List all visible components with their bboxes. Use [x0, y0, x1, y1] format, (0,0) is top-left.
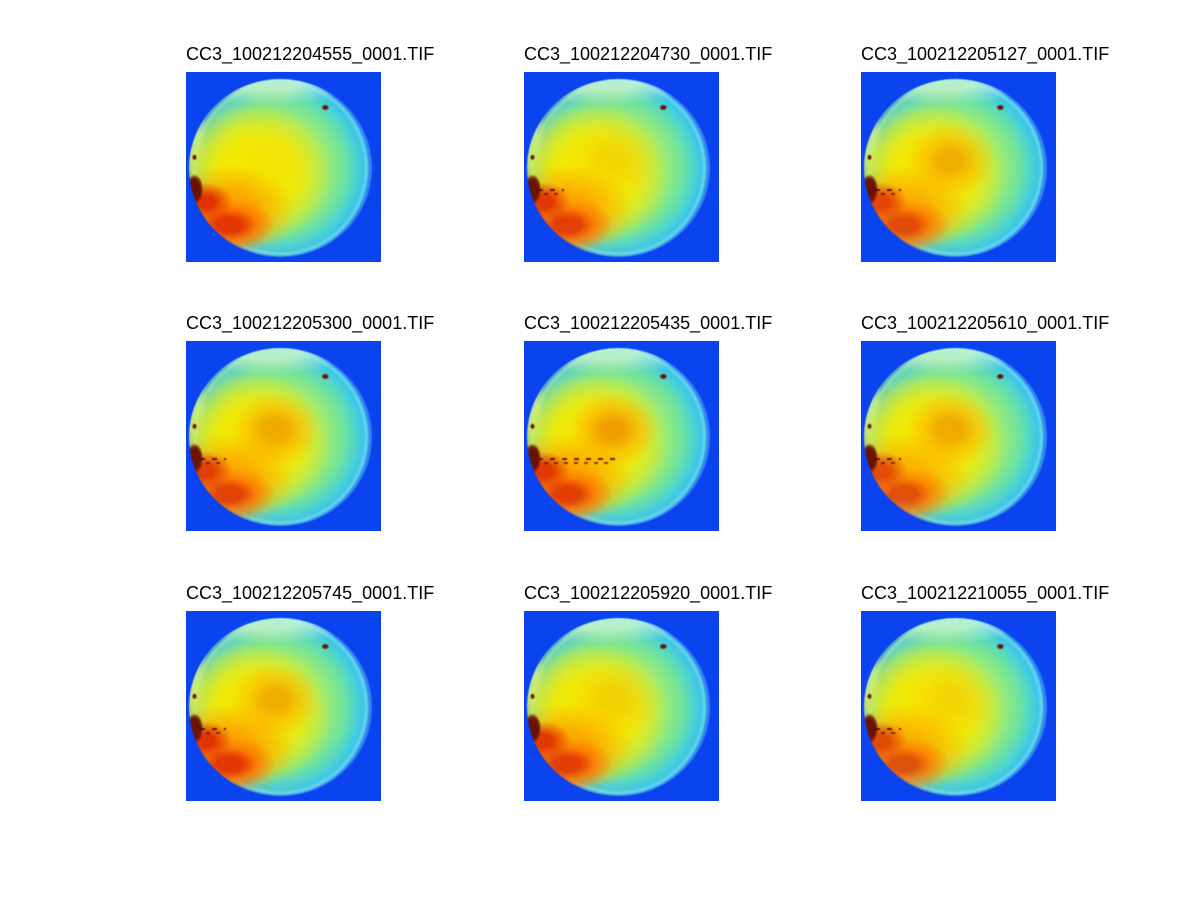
subplot-1-heatmap-image [186, 72, 381, 262]
streak-artifacts [874, 726, 901, 735]
subplot-6: CC3_100212205610_0001.TIF [861, 313, 1110, 531]
subplot-8-heatmap-image [524, 611, 719, 801]
streak-artifacts [199, 726, 226, 735]
dish-disc [188, 347, 373, 527]
subplot-5-heatmap-image [524, 341, 719, 531]
subplot-8-title: CC3_100212205920_0001.TIF [524, 583, 773, 603]
dish-disc [526, 617, 711, 797]
subplot-7-heatmap-image [186, 611, 381, 801]
subplot-1: CC3_100212204555_0001.TIF [186, 44, 435, 262]
streak-artifacts [537, 187, 564, 196]
subplot-7: CC3_100212205745_0001.TIF [186, 583, 435, 801]
subplot-5-title: CC3_100212205435_0001.TIF [524, 313, 773, 333]
subplot-4-heatmap-image [186, 341, 381, 531]
subplot-8: CC3_100212205920_0001.TIF [524, 583, 773, 801]
subplot-4: CC3_100212205300_0001.TIF [186, 313, 435, 531]
subplot-3-title: CC3_100212205127_0001.TIF [861, 44, 1110, 64]
subplot-3-heatmap-image [861, 72, 1056, 262]
subplot-9-title: CC3_100212210055_0001.TIF [861, 583, 1110, 603]
subplot-2-title: CC3_100212204730_0001.TIF [524, 44, 773, 64]
dish-disc [863, 347, 1048, 527]
dish-disc [526, 78, 711, 258]
subplot-2: CC3_100212204730_0001.TIF [524, 44, 773, 262]
streak-artifacts [537, 456, 619, 465]
dish-disc [863, 78, 1048, 258]
subplot-5: CC3_100212205435_0001.TIF [524, 313, 773, 531]
subplot-9: CC3_100212210055_0001.TIF [861, 583, 1110, 801]
subplot-7-title: CC3_100212205745_0001.TIF [186, 583, 435, 603]
streak-artifacts [874, 187, 901, 196]
subplot-4-title: CC3_100212205300_0001.TIF [186, 313, 435, 333]
dish-disc [863, 617, 1048, 797]
streak-artifacts [874, 456, 901, 465]
subplot-6-title: CC3_100212205610_0001.TIF [861, 313, 1110, 333]
dish-disc [188, 78, 373, 258]
dish-disc [188, 617, 373, 797]
subplot-2-heatmap-image [524, 72, 719, 262]
streak-artifacts [199, 456, 226, 465]
dish-disc [526, 347, 711, 527]
subplot-3: CC3_100212205127_0001.TIF [861, 44, 1110, 262]
subplot-1-title: CC3_100212204555_0001.TIF [186, 44, 435, 64]
subplot-9-heatmap-image [861, 611, 1056, 801]
subplot-6-heatmap-image [861, 341, 1056, 531]
